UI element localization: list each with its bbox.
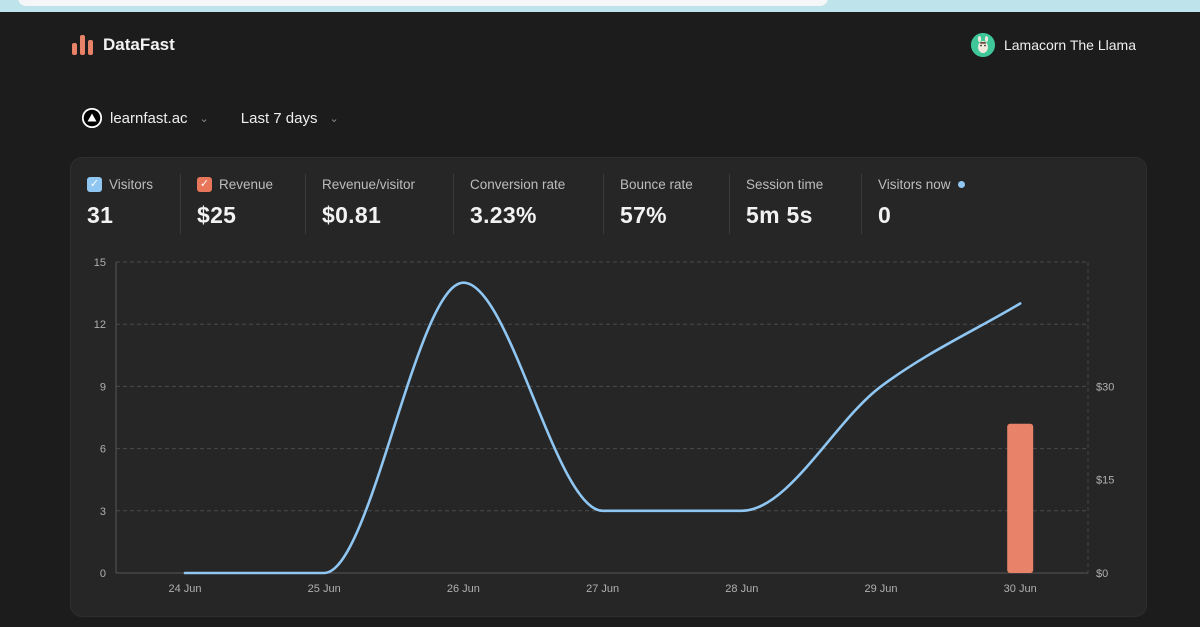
visitors-point [461,281,465,285]
filters: learnfast.ac ⌄ Last 7 days ⌄ [82,105,339,131]
chevron-down-icon: ⌄ [199,112,209,125]
stat-label: Conversion rate [470,176,566,192]
x-tick-label: 30 Jun [1004,583,1037,595]
y-left-tick-label: 6 [100,444,106,456]
y-right-tick-label: $0 [1096,568,1108,580]
stat-label: Revenue/visitor [322,176,416,192]
stat-revenue[interactable]: ✓ Revenue $25 [181,174,306,234]
llama-avatar-icon [970,33,995,57]
bar-chart-logo-icon [72,35,93,55]
visitors-line [183,281,1022,575]
app-header: DataFast Lamacorn The Llama [72,30,1136,60]
y-right-tick-label: $30 [1096,381,1114,393]
stat-value: $0.81 [322,202,382,228]
visitors-point [740,509,744,513]
visitors-point [879,384,883,388]
stat-label-row: Conversion rate [470,174,603,194]
analytics-card: ✓ Visitors 31 ✓ Revenue $25 Revenue/visitor $0.… [70,157,1147,617]
user-menu[interactable]: Lamacorn The Llama [970,33,1136,57]
stat-label-row: Bounce rate [620,174,729,194]
stat-label: Visitors now [878,176,951,192]
y-left-tick-label: 0 [100,568,106,580]
revenue-bar [1007,423,1034,573]
visitors-point [1018,301,1022,305]
checkbox-icon[interactable]: ✓ [87,176,102,192]
stat-label-row: Visitors now [878,174,972,194]
date-range-label: Last 7 days [240,109,318,127]
visitors-point [183,571,187,575]
site-triangle-icon [82,108,102,128]
checkbox-icon[interactable]: ✓ [197,176,212,192]
x-tick-label: 28 Jun [725,583,758,595]
stat-value: 5m 5s [746,202,813,228]
stat-label: Visitors [109,176,154,192]
site-selector[interactable]: learnfast.ac ⌄ [82,108,209,128]
visitors-point [322,571,326,575]
y-left-tick-label: 15 [94,257,106,269]
x-tick-label: 26 Jun [447,583,480,595]
stat-value: $25 [197,202,237,228]
browser-strip [0,0,1200,12]
stat-visitors[interactable]: ✓ Visitors 31 [71,174,181,234]
stat-bounce-rate: Bounce rate 57% [604,174,730,234]
stat-value: 0 [878,202,892,228]
stat-value: 31 [87,202,114,228]
brand-name: DataFast [103,35,175,54]
y-right-tick-label: $15 [1096,475,1114,487]
stat-label-row: ✓ Revenue [197,174,305,194]
date-range-selector[interactable]: Last 7 days ⌄ [241,110,339,127]
brand[interactable]: DataFast [72,35,175,55]
x-tick-label: 24 Jun [168,583,201,595]
browser-address-bar[interactable] [18,0,828,6]
y-left-tick-label: 3 [100,506,106,518]
user-name: Lamacorn The Llama [1003,37,1136,53]
stat-visitors-now: Visitors now 0 [862,174,972,234]
site-name: learnfast.ac [110,109,188,127]
stat-label: Session time [746,176,824,192]
x-tick-label: 29 Jun [864,583,897,595]
y-left-tick-label: 12 [94,319,106,331]
stat-label: Bounce rate [620,176,693,192]
y-left-tick-label: 9 [100,381,106,393]
chevron-down-icon: ⌄ [329,112,339,125]
stat-revenue-per-visitor: Revenue/visitor $0.81 [306,174,454,234]
stat-label-row: ✓ Visitors [87,174,180,194]
x-tick-label: 27 Jun [586,583,619,595]
x-tick-label: 25 Jun [308,583,341,595]
stats-row: ✓ Visitors 31 ✓ Revenue $25 Revenue/visitor $0.… [71,174,972,238]
stat-label: Revenue [219,176,274,192]
stat-session-time: Session time 5m 5s [730,174,862,234]
stat-label-row: Session time [746,174,861,194]
stat-value: 3.23% [470,202,537,228]
stat-value: 57% [620,202,667,228]
stat-conversion-rate: Conversion rate 3.23% [454,174,604,234]
stat-label-row: Revenue/visitor [322,174,453,194]
live-dot-icon [957,180,965,188]
visitors-point [601,509,605,513]
visitors-revenue-chart: 0 3 6 9 12 15 $0 $15 $30 24 Jun 25 Jun 26 Jun 27 Jun… [94,257,1115,595]
